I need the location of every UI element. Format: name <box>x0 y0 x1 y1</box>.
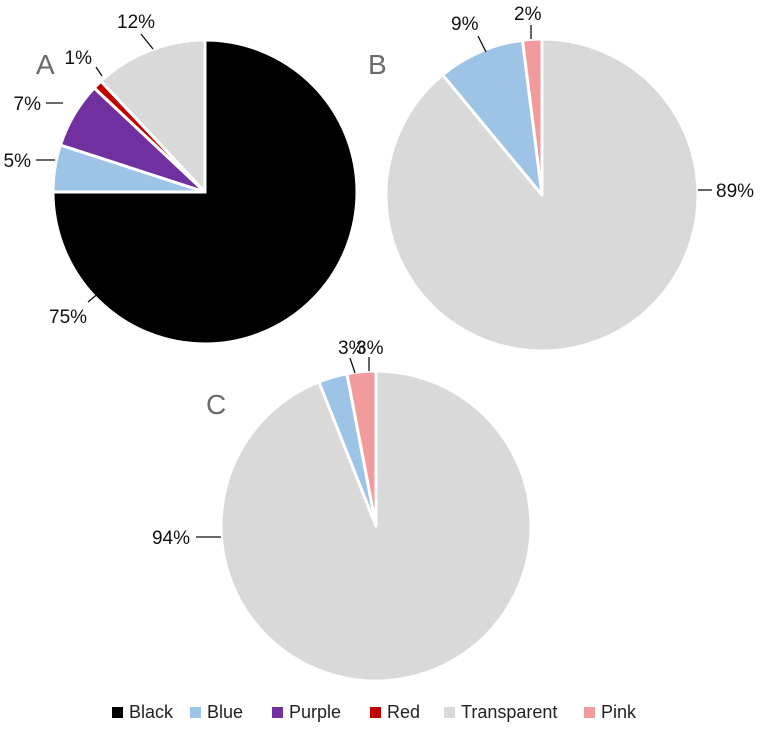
data-label-a-black: 75% <box>49 307 87 328</box>
pie-panel-c: C 94% 3%3% <box>152 338 533 683</box>
legend-item-pink: Pink <box>584 702 637 722</box>
pie-slice-c-pink <box>345 369 378 528</box>
data-label-c-transparent: 94% <box>152 528 190 549</box>
pie-panel-b: B 89% 9% 2% <box>368 4 754 353</box>
legend-label-pink: Pink <box>601 702 637 722</box>
data-label-a-red: 1% <box>65 48 93 69</box>
legend-label-black: Black <box>129 702 174 722</box>
legend-item-transparent: Transparent <box>444 702 557 722</box>
data-label-a-transparent: 12% <box>117 12 155 33</box>
pie-slice-b-blue <box>441 38 544 197</box>
legend-label-purple: Purple <box>289 702 341 722</box>
legend-item-red: Red <box>370 702 420 722</box>
panel-letter-a: A <box>36 49 55 80</box>
leader-line-a-red <box>95 66 103 77</box>
pie-slice-a-transparent <box>99 38 207 194</box>
leader-line-a-black <box>87 291 101 303</box>
legend-item-purple: Purple <box>272 702 341 722</box>
data-label-b-blue: 9% <box>451 14 479 35</box>
legend-label-red: Red <box>387 702 420 722</box>
legend-swatch-transparent <box>444 707 455 718</box>
legend-label-transparent: Transparent <box>461 702 557 722</box>
pie-slice-b-pink <box>520 37 544 197</box>
leader-line-c-blue <box>349 357 356 374</box>
data-label-c-blue: 3% <box>338 338 366 359</box>
data-label-a-blue: 5% <box>4 151 32 172</box>
panel-letter-b: B <box>368 49 387 80</box>
legend-swatch-purple <box>272 707 283 718</box>
legend-item-blue: Blue <box>190 702 243 722</box>
pie-panel-a: A 75% 5% 7% 1% 12% <box>4 12 359 346</box>
legend-swatch-black <box>112 707 123 718</box>
data-label-b-pink: 2% <box>514 4 542 25</box>
data-label-a-purple: 7% <box>14 94 42 115</box>
leader-line-a-transparent <box>140 33 154 50</box>
legend-swatch-blue <box>190 707 201 718</box>
data-label-b-transparent: 89% <box>716 181 754 202</box>
pie-panels: A 75% 5% 7% 1% 12% B 89% 9% 2% C 94% 3%3% <box>4 4 754 683</box>
legend-label-blue: Blue <box>207 702 243 722</box>
legend-item-black: Black <box>112 702 174 722</box>
leader-line-b-blue <box>477 35 487 53</box>
pie-slice-a-black <box>51 38 359 346</box>
legend: Black Blue Purple Red Transparent Pink <box>112 702 637 722</box>
legend-swatch-pink <box>584 707 595 718</box>
legend-swatch-red <box>370 707 381 718</box>
data-label-c-pink: 3% <box>356 338 384 359</box>
panel-letter-c: C <box>206 389 226 420</box>
